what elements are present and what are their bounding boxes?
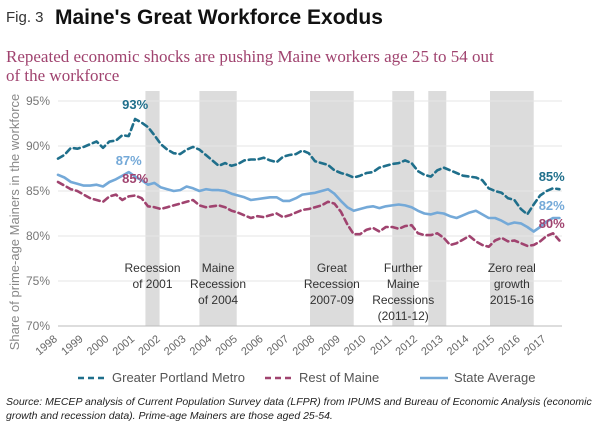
figure-label: Fig. 3 bbox=[6, 9, 44, 26]
shaded-period-5 bbox=[490, 91, 534, 326]
y-tick-label: 80% bbox=[26, 229, 50, 243]
chart-title: Maine's Great Workforce Exodus bbox=[55, 6, 383, 29]
shaded-period-label-2-2: 2007-09 bbox=[310, 293, 354, 307]
shaded-period-label-1-1: Recession bbox=[190, 277, 246, 291]
shaded-period-label-1-0: Maine bbox=[202, 261, 235, 275]
shaded-period-2 bbox=[310, 91, 354, 326]
shaded-periods bbox=[145, 91, 534, 326]
shaded-period-label-1-2: of 2004 bbox=[198, 293, 238, 307]
shaded-period-label-5-1: growth bbox=[494, 277, 530, 291]
x-tick-label: 2013 bbox=[419, 333, 445, 358]
x-tick-label: 2002 bbox=[136, 333, 162, 358]
x-axis-ticks: 1998 1999 2000 2001 2002 2003 2004 2005 2006 2007… bbox=[33, 325, 562, 358]
source-note: Source: MECEP analysis of Current Popula… bbox=[6, 396, 592, 422]
x-tick-label: 2001 bbox=[111, 333, 137, 358]
line-chart: Recession of 2001 Maine Recession of 2004 Gre… bbox=[7, 91, 565, 385]
x-tick-label: 2017 bbox=[522, 333, 548, 358]
x-tick-label: 2007 bbox=[265, 333, 291, 358]
x-tick-label: 2012 bbox=[393, 333, 419, 358]
x-tick-label: 2009 bbox=[316, 333, 342, 358]
data-label-0-0: 93% bbox=[122, 97, 148, 112]
shaded-period-3 bbox=[392, 91, 415, 326]
y-tick-label: 70% bbox=[26, 319, 50, 333]
legend-label-2: State Average bbox=[454, 370, 535, 385]
legend-label-0: Greater Portland Metro bbox=[112, 370, 245, 385]
shaded-period-label-5-2: 2015-16 bbox=[490, 293, 534, 307]
shaded-period-label-3-3: (2011-12) bbox=[378, 309, 429, 323]
shaded-period-label-2-1: Recession bbox=[304, 277, 360, 291]
data-label-1-1: 80% bbox=[539, 216, 565, 231]
shaded-period-label-3-1: Maine bbox=[387, 277, 420, 291]
series-line-0 bbox=[56, 117, 561, 216]
series-line-2 bbox=[56, 170, 561, 233]
data-label-0-1: 85% bbox=[539, 169, 565, 184]
data-label-1-0: 85% bbox=[122, 171, 148, 186]
data-labels: 93% 85% 85% 80% 87% 82% bbox=[116, 97, 565, 231]
x-tick-label: 2005 bbox=[213, 333, 239, 358]
x-tick-label: 2004 bbox=[188, 333, 214, 358]
x-tick-label: 1998 bbox=[33, 333, 59, 358]
series-line-1 bbox=[56, 180, 561, 249]
x-tick-label: 2006 bbox=[239, 333, 265, 358]
x-tick-label: 2015 bbox=[471, 333, 497, 358]
legend: Greater Portland Metro Rest of Maine State… bbox=[78, 370, 535, 385]
y-tick-label: 75% bbox=[26, 274, 50, 288]
data-label-2-1: 82% bbox=[539, 198, 565, 213]
legend-label-1: Rest of Maine bbox=[299, 370, 379, 385]
y-tick-label: 95% bbox=[26, 94, 50, 108]
x-tick-label: 2003 bbox=[162, 333, 188, 358]
x-tick-label: 2014 bbox=[445, 333, 471, 358]
shaded-period-label-3-0: Further bbox=[384, 261, 423, 275]
y-tick-label: 90% bbox=[26, 139, 50, 153]
x-tick-label: 1999 bbox=[59, 333, 85, 358]
y-tick-label: 85% bbox=[26, 184, 50, 198]
series-lines bbox=[56, 117, 561, 249]
shaded-period-label-5-0: Zero real bbox=[488, 261, 536, 275]
x-tick-label: 2010 bbox=[342, 333, 368, 358]
x-tick-label: 2016 bbox=[496, 333, 522, 358]
shaded-period-4 bbox=[428, 91, 447, 326]
x-tick-label: 2008 bbox=[291, 333, 317, 358]
shaded-period-label-3-2: Recessions bbox=[372, 293, 434, 307]
shaded-period-label-0-0: Recession bbox=[124, 261, 180, 275]
chart-subtitle: Repeated economic shocks are pushing Mai… bbox=[6, 47, 494, 85]
shaded-period-0 bbox=[145, 91, 160, 326]
x-tick-label: 2000 bbox=[85, 333, 111, 358]
y-axis-title: Share of prime-age Mainers in the workfo… bbox=[7, 94, 22, 351]
shaded-period-1 bbox=[199, 91, 237, 326]
shaded-period-label-2-0: Great bbox=[317, 261, 348, 275]
data-label-2-0: 87% bbox=[116, 153, 142, 168]
shaded-period-labels: Recession of 2001 Maine Recession of 2004 Gre… bbox=[124, 261, 535, 323]
shaded-period-label-0-1: of 2001 bbox=[132, 277, 172, 291]
y-axis-ticks: 95% 90% 85% 80% 75% 70% bbox=[26, 94, 50, 333]
x-tick-label: 2011 bbox=[368, 333, 394, 357]
